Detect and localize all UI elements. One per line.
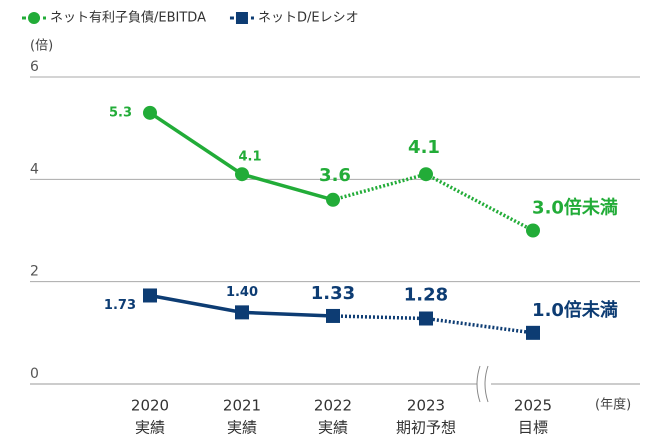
y-tick-label: 6	[30, 59, 39, 75]
x-tick-label: 2020	[131, 397, 169, 415]
x-tick-sublabel: 期初予想	[396, 419, 456, 437]
value-label: 1.40	[226, 285, 258, 300]
y-tick-label: 2	[30, 264, 39, 280]
point	[235, 167, 249, 182]
value-label: 1.28	[404, 285, 448, 306]
axis-break-gap	[477, 364, 491, 404]
value-label: 3.0倍未満	[532, 197, 618, 219]
y-unit-label: (倍)	[30, 39, 53, 54]
point	[143, 288, 157, 303]
point	[326, 192, 340, 207]
value-label: 4.1	[238, 150, 261, 165]
point	[526, 325, 540, 340]
legend-label: ネットD/Eレシオ	[258, 11, 359, 26]
series-line-forecast	[332, 172, 534, 233]
x-tick-label: 2021	[223, 397, 261, 415]
x-tick-label: 2025	[514, 397, 552, 415]
point	[235, 305, 249, 320]
y-tick-label: 4	[30, 161, 39, 177]
axis-break-mark	[484, 365, 489, 403]
value-label: 4.1	[408, 137, 440, 158]
point	[419, 167, 433, 182]
point	[143, 105, 157, 120]
x-unit-label: (年度)	[595, 397, 631, 413]
y-tick-label: 0	[30, 366, 39, 382]
x-tick-sublabel: 実績	[318, 419, 348, 437]
value-label: 5.3	[109, 105, 132, 120]
legend-marker	[28, 12, 40, 24]
x-tick-sublabel: 実績	[135, 419, 165, 437]
value-label: 1.0倍未満	[532, 299, 618, 321]
x-tick-sublabel: 実績	[227, 419, 257, 437]
x-tick-label: 2022	[314, 397, 352, 415]
point	[526, 223, 540, 238]
legend-marker	[235, 12, 248, 24]
axis-break-mark	[476, 365, 481, 403]
point	[326, 308, 340, 323]
legend-label: ネット有利子負債/EBITDA	[50, 11, 206, 26]
x-tick-sublabel: 目標	[518, 419, 548, 437]
value-label: 1.33	[311, 283, 355, 304]
value-label: 1.73	[104, 298, 136, 313]
value-label: 3.6	[319, 165, 351, 186]
point	[419, 311, 433, 326]
x-tick-label: 2023	[407, 397, 445, 415]
